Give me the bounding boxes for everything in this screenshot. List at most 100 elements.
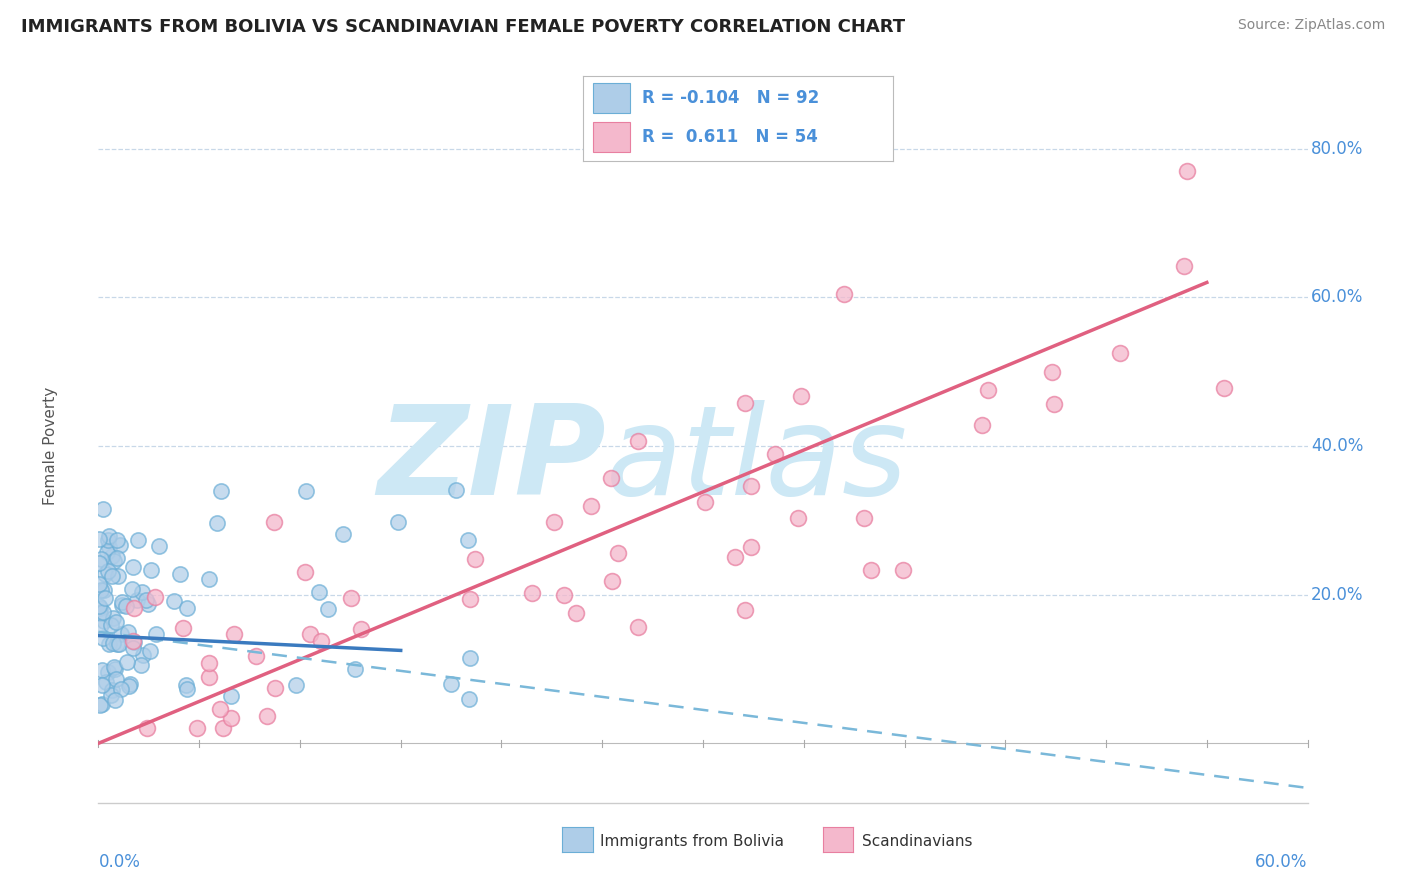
Point [91,502,114,516]
Point [90,552,112,566]
Point [127,533,149,548]
Point [118,677,141,691]
Point [101,682,124,697]
Text: R = -0.104   N = 92: R = -0.104 N = 92 [643,89,820,107]
Point [97,665,120,679]
Point [332,527,354,541]
Point [343,662,366,676]
Point [440,676,463,690]
Point [977,383,1000,397]
Point [139,643,162,657]
Point [93,583,115,598]
Point [117,655,139,669]
Point [564,606,586,620]
Point [89,556,111,570]
Point [97,564,120,578]
Point [245,649,267,664]
Point [103,554,125,568]
Point [295,483,318,498]
Point [90,678,112,692]
Point [1213,380,1236,394]
Point [105,551,128,566]
Point [198,657,221,671]
Text: 60.0%: 60.0% [1256,853,1308,871]
Point [387,515,409,529]
Point [627,434,650,448]
Point [91,605,114,619]
Point [309,633,332,648]
Point [599,471,621,485]
Point [122,640,145,655]
Point [98,637,121,651]
Point [111,594,134,608]
Point [860,563,883,577]
Point [198,572,221,586]
Point [115,599,138,613]
Point [103,660,125,674]
Text: IMMIGRANTS FROM BOLIVIA VS SCANDINAVIAN FEMALE POVERTY CORRELATION CHART: IMMIGRANTS FROM BOLIVIA VS SCANDINAVIAN … [21,18,905,36]
Point [693,495,716,509]
Point [458,692,481,706]
Point [163,594,186,608]
Point [89,698,111,712]
Point [121,582,143,597]
Point [350,622,373,636]
Bar [593,84,630,113]
Point [600,574,623,589]
Point [148,539,170,553]
Point [740,479,762,493]
Point [176,681,198,696]
Point [104,693,127,707]
Point [724,549,747,564]
Point [121,634,143,648]
Point [457,533,479,548]
Point [107,568,129,582]
Point [222,627,245,641]
Point [790,389,813,403]
Point [90,663,112,677]
Point [316,602,339,616]
Point [136,722,159,736]
Point [111,599,134,613]
Point [740,540,762,554]
Point [94,566,117,581]
Point [145,627,167,641]
Point [105,672,128,686]
Point [211,722,233,736]
Point [1040,365,1063,379]
Point [98,540,121,554]
Point [198,670,221,684]
Point [263,515,285,529]
Point [298,627,321,641]
Text: 40.0%: 40.0% [1312,437,1364,455]
Point [970,417,993,432]
Text: atlas: atlas [606,400,908,521]
Text: Female Poverty: Female Poverty [42,387,58,505]
Point [96,545,118,559]
Point [464,551,486,566]
Point [89,576,111,591]
Point [627,620,650,634]
Text: Scandinavians: Scandinavians [862,834,973,848]
Point [89,606,111,620]
Point [110,627,132,641]
Point [763,447,786,461]
Point [89,619,111,633]
Text: 80.0%: 80.0% [1312,140,1364,158]
Point [458,591,481,606]
Point [100,618,122,632]
Point [105,637,128,651]
Point [136,597,159,611]
Point [579,499,602,513]
Point [90,583,112,598]
Point [1109,346,1132,360]
Text: 20.0%: 20.0% [1312,586,1364,604]
Point [101,549,124,563]
Point [103,636,125,650]
Point [1043,397,1066,411]
Point [606,546,628,560]
Point [117,624,139,639]
Point [94,591,117,606]
Point [543,515,565,529]
Point [135,592,157,607]
